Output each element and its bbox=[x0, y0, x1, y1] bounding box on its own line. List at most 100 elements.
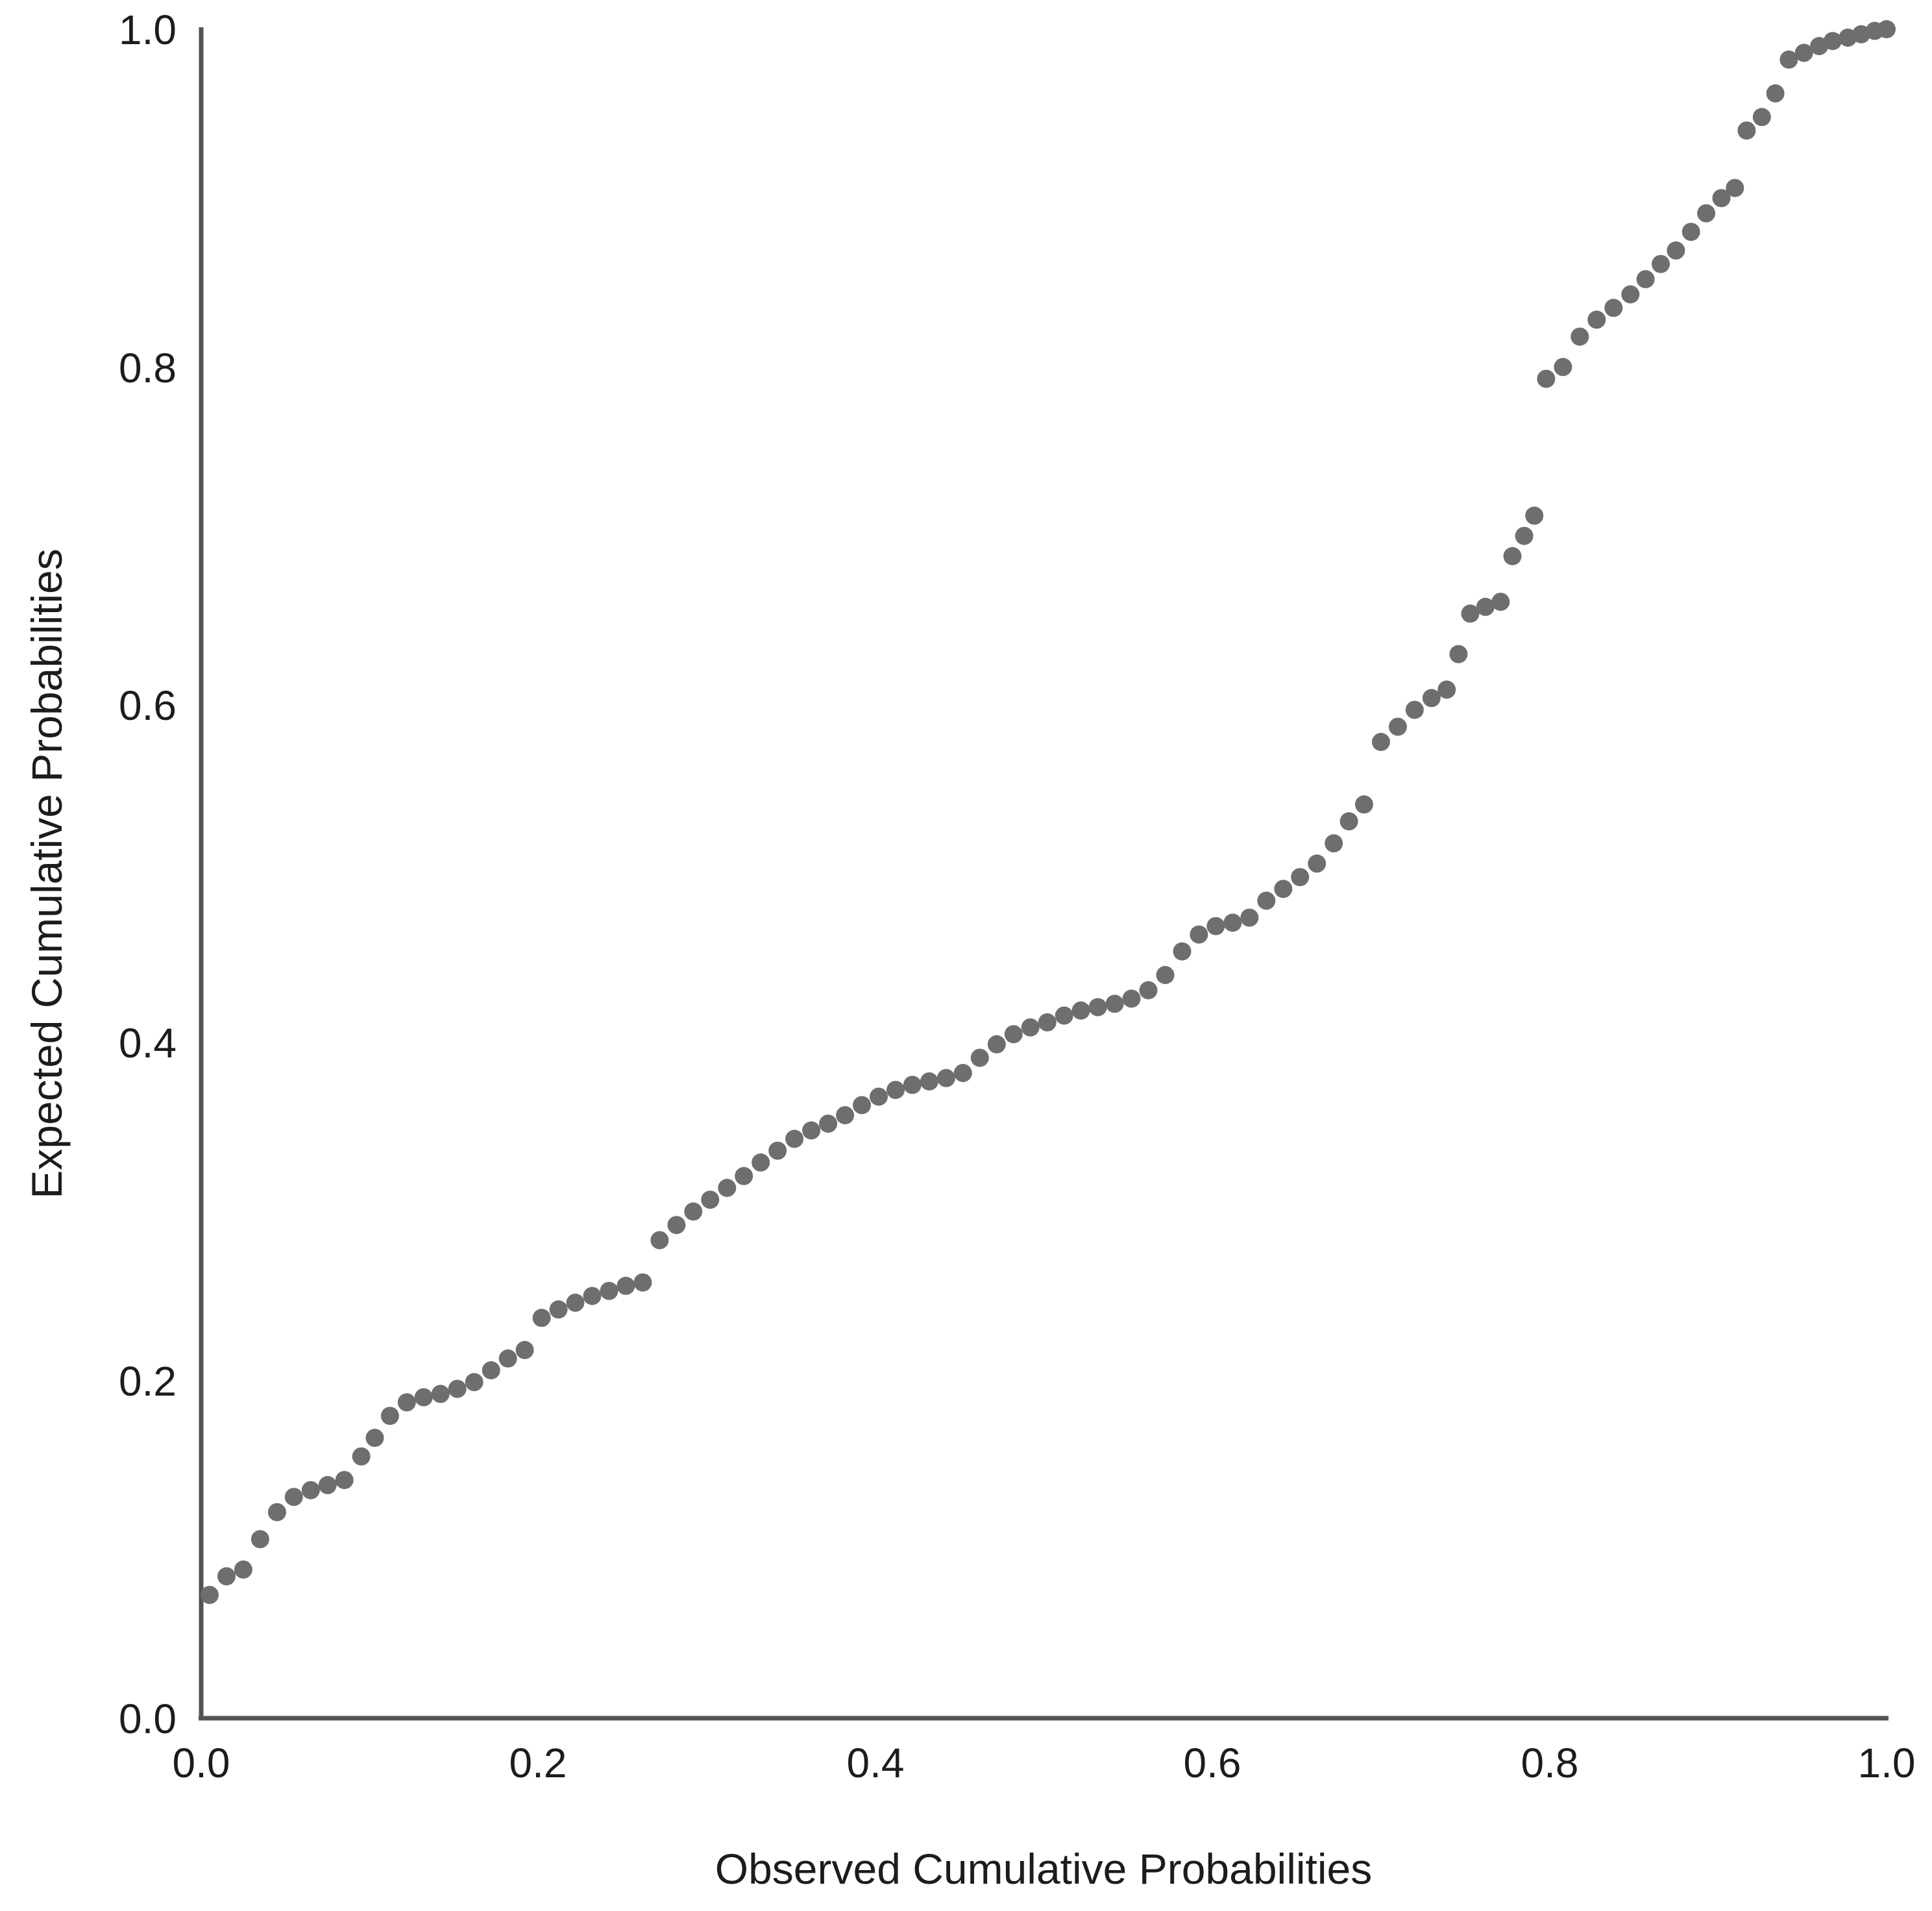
data-point bbox=[1308, 854, 1327, 873]
scatter-points bbox=[201, 20, 1896, 1605]
data-point bbox=[1021, 1018, 1040, 1037]
data-point bbox=[785, 1129, 804, 1148]
data-point bbox=[802, 1121, 821, 1140]
data-point bbox=[397, 1393, 416, 1412]
data-point bbox=[251, 1530, 269, 1549]
data-point bbox=[1697, 204, 1716, 223]
data-point bbox=[1823, 32, 1842, 51]
data-point bbox=[870, 1087, 888, 1106]
data-point bbox=[465, 1373, 483, 1392]
x-tick-0.4: 0.4 bbox=[847, 1740, 905, 1786]
data-point bbox=[718, 1179, 737, 1197]
y-tick-labels: 1.0 0.8 0.6 0.4 0.2 0.0 bbox=[119, 6, 177, 1742]
data-point bbox=[566, 1293, 585, 1312]
data-point bbox=[684, 1202, 703, 1221]
data-point bbox=[1339, 812, 1358, 831]
data-point bbox=[1515, 526, 1534, 545]
data-point bbox=[1681, 223, 1700, 241]
data-point bbox=[448, 1379, 467, 1398]
data-point bbox=[920, 1072, 938, 1091]
data-point bbox=[1190, 925, 1208, 944]
data-point bbox=[600, 1281, 618, 1300]
y-tick-0.6: 0.6 bbox=[119, 682, 177, 729]
data-point bbox=[650, 1231, 669, 1250]
data-point bbox=[735, 1166, 753, 1185]
data-point bbox=[335, 1471, 354, 1490]
data-point bbox=[1621, 285, 1640, 304]
data-point bbox=[1105, 994, 1124, 1013]
data-point bbox=[1139, 981, 1158, 1000]
data-point bbox=[1667, 241, 1685, 260]
data-point bbox=[284, 1488, 303, 1507]
data-point bbox=[1257, 891, 1276, 910]
data-point bbox=[1537, 369, 1556, 388]
data-point bbox=[515, 1340, 534, 1359]
data-point bbox=[1449, 645, 1468, 663]
data-point bbox=[1055, 1006, 1073, 1025]
x-tick-0.0: 0.0 bbox=[173, 1740, 230, 1786]
data-point bbox=[267, 1503, 286, 1522]
data-point bbox=[1752, 108, 1771, 127]
data-point bbox=[1388, 717, 1407, 736]
data-point bbox=[498, 1349, 517, 1368]
x-tick-0.8: 0.8 bbox=[1521, 1740, 1579, 1786]
data-point bbox=[819, 1115, 838, 1133]
data-point bbox=[1737, 121, 1756, 140]
data-point bbox=[1274, 880, 1293, 898]
data-point bbox=[667, 1216, 686, 1235]
data-point bbox=[1604, 299, 1623, 317]
data-point bbox=[1371, 733, 1390, 751]
y-tick-0.4: 0.4 bbox=[119, 1020, 177, 1066]
data-point bbox=[1766, 84, 1785, 103]
data-point bbox=[1636, 270, 1655, 289]
y-tick-0.2: 0.2 bbox=[119, 1358, 177, 1405]
x-axis-title: Observed Cumulative Probabilities bbox=[715, 1845, 1372, 1893]
data-point bbox=[752, 1153, 770, 1172]
data-point bbox=[701, 1190, 720, 1209]
data-point bbox=[953, 1064, 972, 1082]
data-point bbox=[1779, 50, 1798, 69]
x-tick-labels: 0.0 0.2 0.4 0.6 0.8 1.0 bbox=[173, 1740, 1916, 1786]
data-point bbox=[1156, 966, 1175, 985]
data-point bbox=[380, 1407, 399, 1425]
data-point bbox=[1206, 917, 1225, 935]
data-point bbox=[1240, 908, 1259, 927]
data-point bbox=[532, 1309, 551, 1327]
data-point bbox=[414, 1388, 433, 1407]
data-point bbox=[1794, 43, 1813, 62]
data-point bbox=[1652, 254, 1670, 273]
data-point bbox=[836, 1106, 855, 1125]
data-point bbox=[1554, 358, 1572, 376]
data-point bbox=[1503, 547, 1522, 565]
data-point bbox=[1004, 1025, 1023, 1044]
data-point bbox=[1437, 680, 1456, 699]
data-point bbox=[887, 1081, 905, 1100]
data-point bbox=[1223, 913, 1242, 932]
data-point bbox=[549, 1300, 568, 1319]
data-point bbox=[1173, 942, 1192, 961]
data-point bbox=[1877, 20, 1896, 38]
data-point bbox=[1071, 1001, 1090, 1020]
x-tick-0.6: 0.6 bbox=[1184, 1740, 1241, 1786]
data-point bbox=[1088, 998, 1107, 1017]
data-point bbox=[617, 1276, 635, 1295]
axes bbox=[199, 27, 1889, 1721]
y-tick-0.0: 0.0 bbox=[119, 1695, 177, 1742]
y-tick-0.8: 0.8 bbox=[119, 345, 177, 391]
data-point bbox=[352, 1447, 371, 1466]
data-point bbox=[1461, 604, 1480, 623]
data-point bbox=[936, 1068, 955, 1087]
data-point bbox=[1587, 310, 1606, 329]
y-tick-1.0: 1.0 bbox=[119, 6, 177, 53]
data-point bbox=[1712, 189, 1731, 208]
data-point bbox=[217, 1567, 236, 1586]
data-point bbox=[1325, 834, 1343, 853]
data-point bbox=[301, 1481, 320, 1499]
y-axis-title: Expected Cumulative Probabilities bbox=[23, 549, 71, 1199]
data-point bbox=[482, 1361, 500, 1379]
data-point bbox=[853, 1096, 871, 1115]
data-point bbox=[1405, 700, 1424, 719]
data-point bbox=[583, 1287, 602, 1305]
